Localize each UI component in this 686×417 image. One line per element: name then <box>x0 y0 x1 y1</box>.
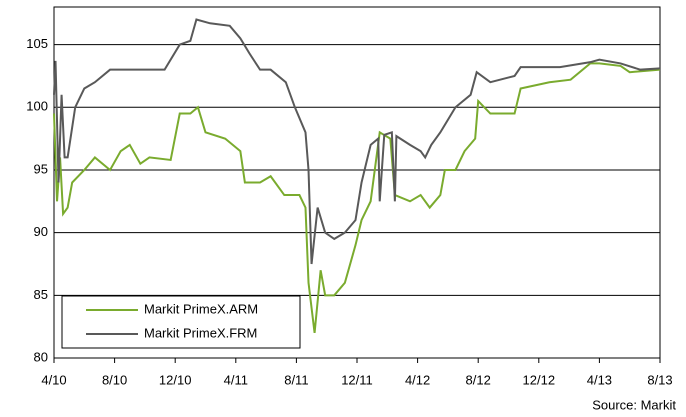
legend-box <box>61 295 301 349</box>
y-tick-label: 85 <box>34 287 48 302</box>
x-tick-label: 4/12 <box>405 372 430 387</box>
x-tick-label: 12/11 <box>341 372 373 387</box>
legend-label: Markit PrimeX.ARM <box>144 301 258 316</box>
x-tick-label: 4/13 <box>587 372 612 387</box>
x-tick-label: 8/12 <box>466 372 491 387</box>
x-tick-label: 4/10 <box>41 372 66 387</box>
source-note: Source: Markit <box>592 397 676 412</box>
legend-label: Markit PrimeX.FRM <box>144 325 257 340</box>
series-line <box>53 18 661 265</box>
y-tick-label: 105 <box>26 36 48 51</box>
x-tick-label: 12/10 <box>159 372 192 387</box>
x-tick-label: 8/13 <box>647 372 672 387</box>
y-tick-label: 80 <box>34 349 48 364</box>
x-tick-label: 4/11 <box>224 372 248 387</box>
y-tick-label: 90 <box>34 224 48 239</box>
series-line <box>53 62 661 334</box>
x-tick-label: 12/12 <box>523 372 556 387</box>
x-tick-label: 8/11 <box>284 372 308 387</box>
y-tick-label: 100 <box>26 99 48 114</box>
x-tick-label: 8/10 <box>102 372 127 387</box>
y-tick-label: 95 <box>34 161 48 176</box>
